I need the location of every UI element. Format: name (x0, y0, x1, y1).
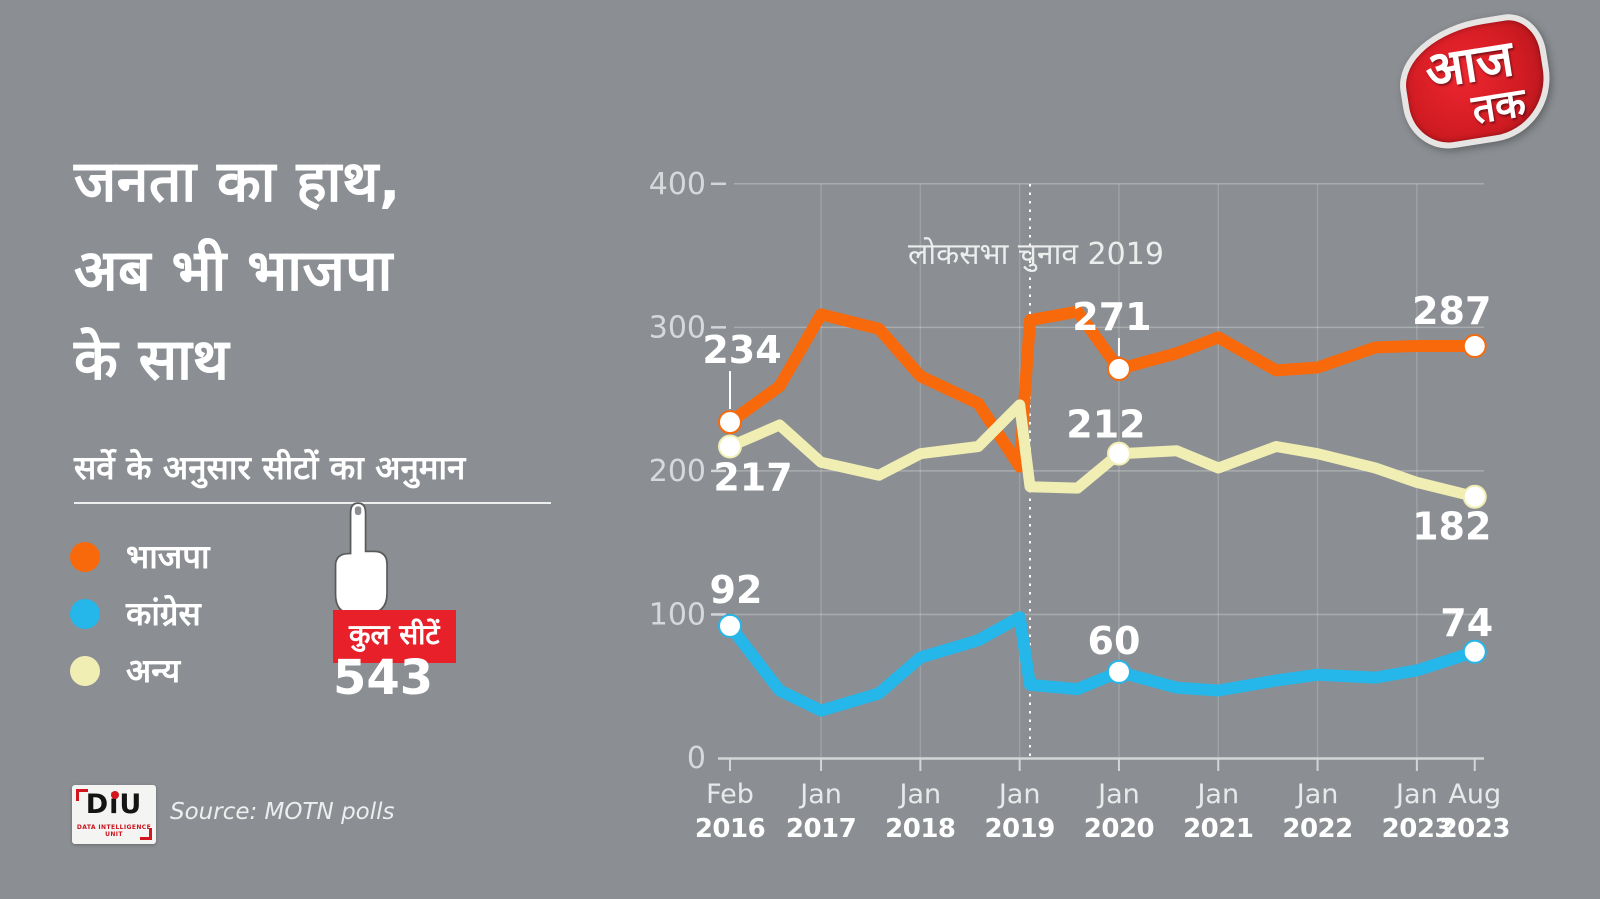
x-label-month-2019: Jan (997, 779, 1041, 810)
legend-label-others: अन्य (126, 651, 181, 690)
point-bjp-287 (1462, 334, 1487, 359)
x-label-year-2018: 2018 (885, 814, 955, 844)
y-axis-label-100: 100 (649, 597, 706, 632)
x-label-year-2021: 2021 (1183, 814, 1253, 844)
y-axis-label-300: 300 (649, 310, 706, 345)
value-label-287: 287 (1412, 289, 1491, 333)
x-label-year-2023: 2023 (1440, 814, 1510, 844)
value-label-234: 234 (702, 328, 781, 372)
x-label-month-2018: Jan (898, 779, 942, 810)
legend-item-others: अन्य (70, 651, 210, 690)
diu-bracket-icon (140, 828, 152, 840)
x-label-month-2020: Jan (1096, 779, 1140, 810)
x-label-month-2023: Jan (1394, 779, 1438, 810)
value-label-217: 217 (713, 455, 792, 499)
pointing-hand-icon (334, 502, 388, 615)
point-bjp-234 (718, 410, 742, 435)
total-seats-value: 543 (333, 650, 434, 706)
x-label-month-2023: Aug (1448, 779, 1501, 810)
x-label-year-2022: 2022 (1282, 814, 1352, 844)
legend: भाजपा कांग्रेस अन्य (70, 537, 210, 690)
point-congress-60 (1106, 659, 1131, 684)
x-label-month-2016: Feb (706, 779, 754, 810)
page-title: जनता का हाथ, अब भी भाजपा के साथ (74, 138, 401, 405)
diu-logo: DiU DATA INTELLIGENCE UNIT (72, 785, 156, 844)
line-bjp (724, 305, 1481, 473)
y-axis-label-0: 0 (687, 741, 706, 776)
election-2019-label: लोकसभा चुनाव 2019 (908, 237, 1164, 273)
y-axis-label-400: 400 (649, 167, 706, 202)
line-others (724, 399, 1481, 503)
point-others-212 (1106, 441, 1131, 466)
page-title-line2: अब भी भाजपा (74, 238, 393, 304)
x-label-year-2020: 2020 (1084, 814, 1154, 844)
diu-bracket-icon (76, 789, 88, 801)
point-congress-92 (718, 613, 742, 638)
point-bjp-271 (1106, 356, 1131, 381)
x-label-month-2021: Jan (1195, 779, 1239, 810)
others-color-dot-icon (70, 656, 100, 686)
x-label-year-2019: 2019 (984, 814, 1054, 844)
congress-color-dot-icon (70, 599, 100, 629)
diu-i-dot-icon (111, 791, 119, 799)
x-label-year-2023: 2023 (1382, 814, 1452, 844)
chart-subtitle: सर्वे के अनुसार सीटों का अनुमान (74, 448, 466, 487)
x-label-year-2017: 2017 (786, 814, 856, 844)
line-congress (724, 611, 1481, 717)
x-label-month-2022: Jan (1295, 779, 1339, 810)
x-label-month-2017: Jan (798, 779, 842, 810)
value-label-271: 271 (1072, 295, 1151, 339)
legend-label-bjp: भाजपा (126, 537, 210, 576)
value-label-182: 182 (1412, 505, 1491, 549)
value-label-92: 92 (710, 568, 763, 612)
legend-item-congress: कांग्रेस (70, 594, 210, 633)
page-title-line1: जनता का हाथ, (74, 149, 402, 215)
legend-label-congress: कांग्रेस (126, 594, 201, 633)
page-title-line3: के साथ (74, 327, 230, 393)
legend-item-bjp: भाजपा (70, 537, 210, 576)
total-seats-badge: कुल सीटें (333, 610, 456, 663)
y-axis-label-200: 200 (649, 454, 706, 489)
value-label-60: 60 (1088, 619, 1141, 663)
point-congress-74 (1462, 639, 1487, 664)
bjp-color-dot-icon (70, 542, 100, 572)
subtitle-divider (74, 502, 551, 504)
value-label-212: 212 (1066, 403, 1145, 447)
point-others-182 (1462, 484, 1487, 509)
point-others-217 (718, 434, 742, 459)
x-label-year-2016: 2016 (695, 814, 765, 844)
source-credit: Source: MOTN polls (170, 799, 395, 825)
value-label-74: 74 (1440, 601, 1493, 645)
diu-tagline: DATA INTELLIGENCE UNIT (76, 824, 152, 838)
